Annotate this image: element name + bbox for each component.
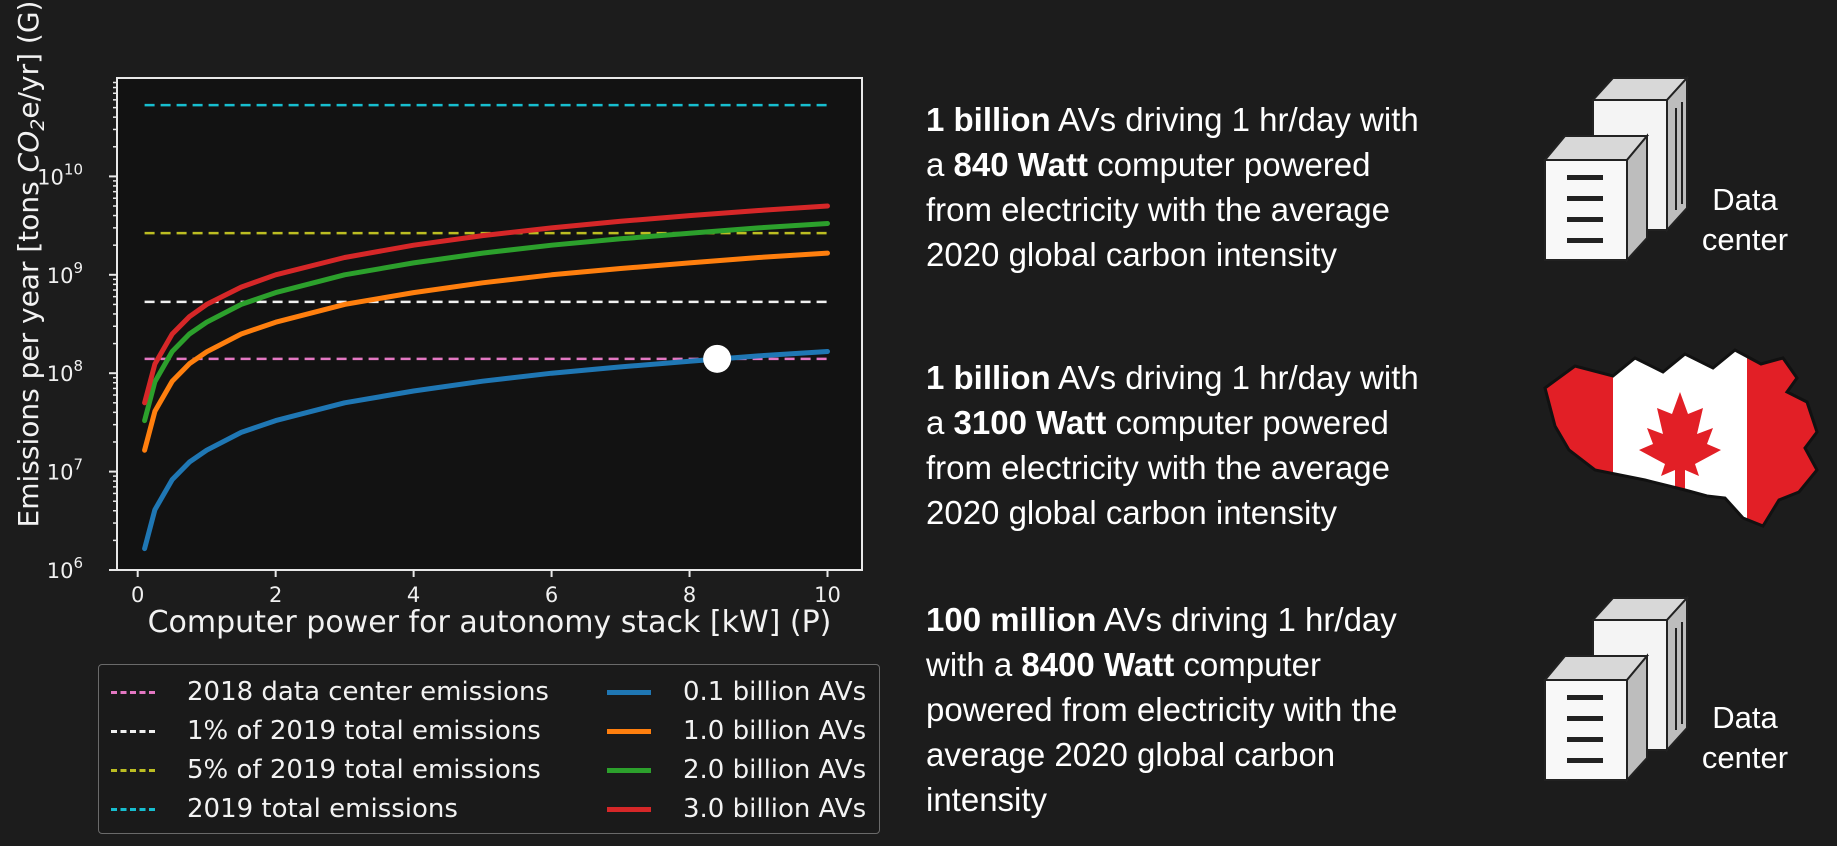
x-tick-label: 4 <box>407 583 420 607</box>
data-center-icon: Data center <box>1530 590 1800 790</box>
scenario-line: 1 billion AVs driving 1 hr/day with <box>926 97 1478 142</box>
scenario-1-text: 1 billion AVs driving 1 hr/day with a 84… <box>926 97 1478 277</box>
scenario-line: intensity <box>926 781 1048 818</box>
y-tick-label: 106 <box>47 554 83 583</box>
legend-entry-3-0-billion: 3.0 billion AVs <box>607 794 866 824</box>
scenario-line: a 840 Watt computer powered <box>926 142 1478 187</box>
scenario-bold-watt: 8400 Watt <box>1021 646 1175 683</box>
scenario-bold-count: 1 billion <box>926 359 1051 396</box>
icon-label-line: center <box>1701 740 1789 775</box>
legend-label: 1% of 2019 total emissions <box>187 716 541 746</box>
data-center-label: Data center <box>1690 180 1800 260</box>
scenario-line: 100 million AVs driving 1 hr/day <box>926 597 1478 642</box>
y-axis-label: Emissions per year [tons CO2e/yr] (G) <box>12 1 49 528</box>
x-tick-label: 6 <box>545 583 558 607</box>
plot-layer: 0 2 4 6 8 10 106 107 108 109 1010 Computer power fo… <box>12 1 863 640</box>
legend-entry-1pct-2019: 1% of 2019 total emissions <box>111 716 541 746</box>
scenario-bold-watt: 840 Watt <box>953 146 1089 183</box>
icon-label-line: Data <box>1712 700 1778 735</box>
legend-swatch-red <box>607 806 651 812</box>
legend-entry-2018-data-center: 2018 data center emissions <box>111 677 549 707</box>
legend-label: 2019 total emissions <box>187 794 458 824</box>
server-tower-icon <box>1542 75 1690 263</box>
scenario-2-text: 1 billion AVs driving 1 hr/day with a 31… <box>926 355 1478 535</box>
legend-label: 2018 data center emissions <box>187 677 549 707</box>
server-tower-icon <box>1542 595 1690 783</box>
x-tick-label: 2 <box>269 583 282 607</box>
icon-label-line: Data <box>1712 182 1778 217</box>
legend-swatch-pink <box>111 690 155 694</box>
scenario-text: AVs driving 1 hr/day <box>1096 601 1397 638</box>
y-tick-label: 107 <box>47 456 83 485</box>
scenario-line: from electricity with the average <box>926 191 1391 228</box>
legend-label: 3.0 billion AVs <box>683 794 867 824</box>
data-center-icon: Data center <box>1530 70 1800 270</box>
scenario-line: powered from electricity with the <box>926 691 1398 728</box>
series-line-1 <box>142 349 830 552</box>
legend-swatch-orange <box>607 728 651 734</box>
scenario-line: a 3100 Watt computer powered <box>926 400 1478 445</box>
data-center-label: Data center <box>1690 698 1800 778</box>
scenario-line: average 2020 global carbon <box>926 736 1336 773</box>
scenario-text: AVs driving 1 hr/day with <box>1050 359 1419 396</box>
legend-swatch-green <box>607 767 651 773</box>
legend-swatch-cyan <box>111 807 155 811</box>
scenario-text: computer powered <box>1088 146 1371 183</box>
scenario-line: from electricity with the average <box>926 449 1391 486</box>
canada-map-flag-icon <box>1543 348 1819 528</box>
legend-entry-0-1-billion: 0.1 billion AVs <box>607 677 866 707</box>
legend-label: 0.1 billion AVs <box>683 677 867 707</box>
legend-label: 2.0 billion AVs <box>683 755 867 785</box>
scenario-3-text: 100 million AVs driving 1 hr/day with a … <box>926 597 1478 822</box>
scenario-line: 2020 global carbon intensity <box>926 236 1337 273</box>
plot-area <box>116 77 863 571</box>
legend-label: 5% of 2019 total emissions <box>187 755 541 785</box>
scenario-text: with a <box>926 646 1022 683</box>
scenario-text: a <box>926 146 954 183</box>
x-tick-label: 10 <box>814 583 841 607</box>
y-tick-label: 109 <box>47 259 83 288</box>
legend-entry-2019-total: 2019 total emissions <box>111 794 458 824</box>
scenario-text: computer powered <box>1106 404 1389 441</box>
legend-swatch-white <box>111 729 155 733</box>
scenario-bold-watt: 3100 Watt <box>953 404 1107 441</box>
x-axis-label: Computer power for autonomy stack [kW] (… <box>148 605 832 640</box>
series-line-4 <box>142 203 830 406</box>
scenario-line: with a 8400 Watt computer <box>926 642 1478 687</box>
scenario-bold-count: 1 billion <box>926 101 1051 138</box>
scenario-line: 2020 global carbon intensity <box>926 494 1337 531</box>
legend-entry-1-0-billion: 1.0 billion AVs <box>607 716 866 746</box>
scenario-text: a <box>926 404 954 441</box>
legend-label: 1.0 billion AVs <box>683 716 867 746</box>
x-tick-label: 0 <box>131 583 144 607</box>
series-line-2 <box>142 250 830 453</box>
x-tick-label: 8 <box>683 583 696 607</box>
scenario-text: computer <box>1174 646 1321 683</box>
legend-swatch-olive <box>111 768 155 772</box>
legend-entry-5pct-2019: 5% of 2019 total emissions <box>111 755 541 785</box>
y-tick-label: 108 <box>47 357 83 386</box>
scenario-line: 1 billion AVs driving 1 hr/day with <box>926 355 1478 400</box>
chart-legend: 2018 data center emissions 1% of 2019 to… <box>98 664 880 834</box>
highlight-marker <box>703 344 732 373</box>
y-tick-label: 1010 <box>37 160 83 189</box>
series-line-3 <box>142 221 830 424</box>
legend-swatch-blue <box>607 689 651 695</box>
canada-flag-map-icon <box>1535 330 1825 560</box>
scenario-text: AVs driving 1 hr/day with <box>1050 101 1419 138</box>
legend-entry-2-0-billion: 2.0 billion AVs <box>607 755 866 785</box>
icon-label-line: center <box>1701 222 1789 257</box>
scenario-bold-count: 100 million <box>926 601 1097 638</box>
